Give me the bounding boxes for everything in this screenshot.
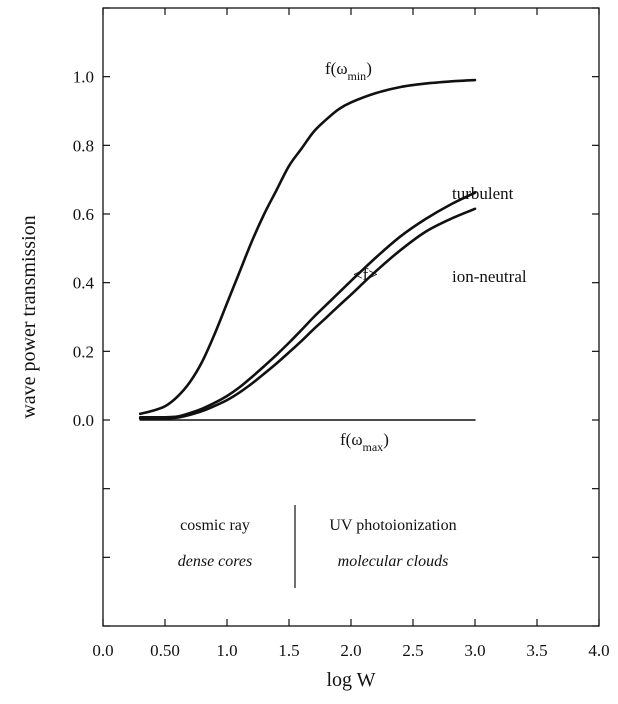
label-mean-f: <f>	[353, 265, 378, 284]
x-tick-label: 3.5	[526, 641, 547, 660]
label-turbulent: turbulent	[452, 184, 514, 203]
x-tick-label: 0.0	[92, 641, 113, 660]
x-axis-label: log W	[326, 669, 375, 691]
y-tick-label: 1.0	[73, 68, 94, 87]
x-tick-label: 0.50	[150, 641, 180, 660]
region-label-uv-photoionization: UV photoionization	[329, 517, 456, 534]
series-ion-neutral	[138, 207, 477, 420]
region-label-cosmic-ray: cosmic ray	[180, 517, 250, 534]
label-ion-neutral: ion-neutral	[452, 267, 527, 286]
x-tick-label: 1.5	[278, 641, 299, 660]
label-f-omega-min: f(ωmin)	[325, 59, 372, 83]
x-tick-label: 2.0	[340, 641, 361, 660]
y-tick-label: 0.8	[73, 136, 94, 155]
y-tick-label: 0.4	[73, 274, 95, 293]
y-tick-label: 0.0	[73, 411, 94, 430]
y-axis-label: wave power transmission	[18, 215, 40, 418]
curves	[138, 78, 477, 421]
label-f-omega-max: f(ωmax)	[340, 430, 389, 454]
series-turbulent	[138, 191, 477, 419]
y-tick-label: 0.2	[73, 342, 94, 361]
region-label-molecular-clouds: molecular clouds	[338, 553, 449, 570]
series-f-omega-min	[138, 78, 477, 416]
x-tick-label: 1.0	[216, 641, 237, 660]
x-tick-label: 2.5	[402, 641, 423, 660]
axis-ticks: 0.0 0.50 1.0 1.5 2.0 2.5 3.0 3.5 4.0 0.0 0.2 0.4 0.6…	[73, 7, 610, 660]
x-tick-label: 4.0	[588, 641, 609, 660]
y-tick-label: 0.6	[73, 205, 94, 224]
x-tick-label: 3.0	[464, 641, 485, 660]
region-label-dense-cores: dense cores	[178, 553, 253, 570]
